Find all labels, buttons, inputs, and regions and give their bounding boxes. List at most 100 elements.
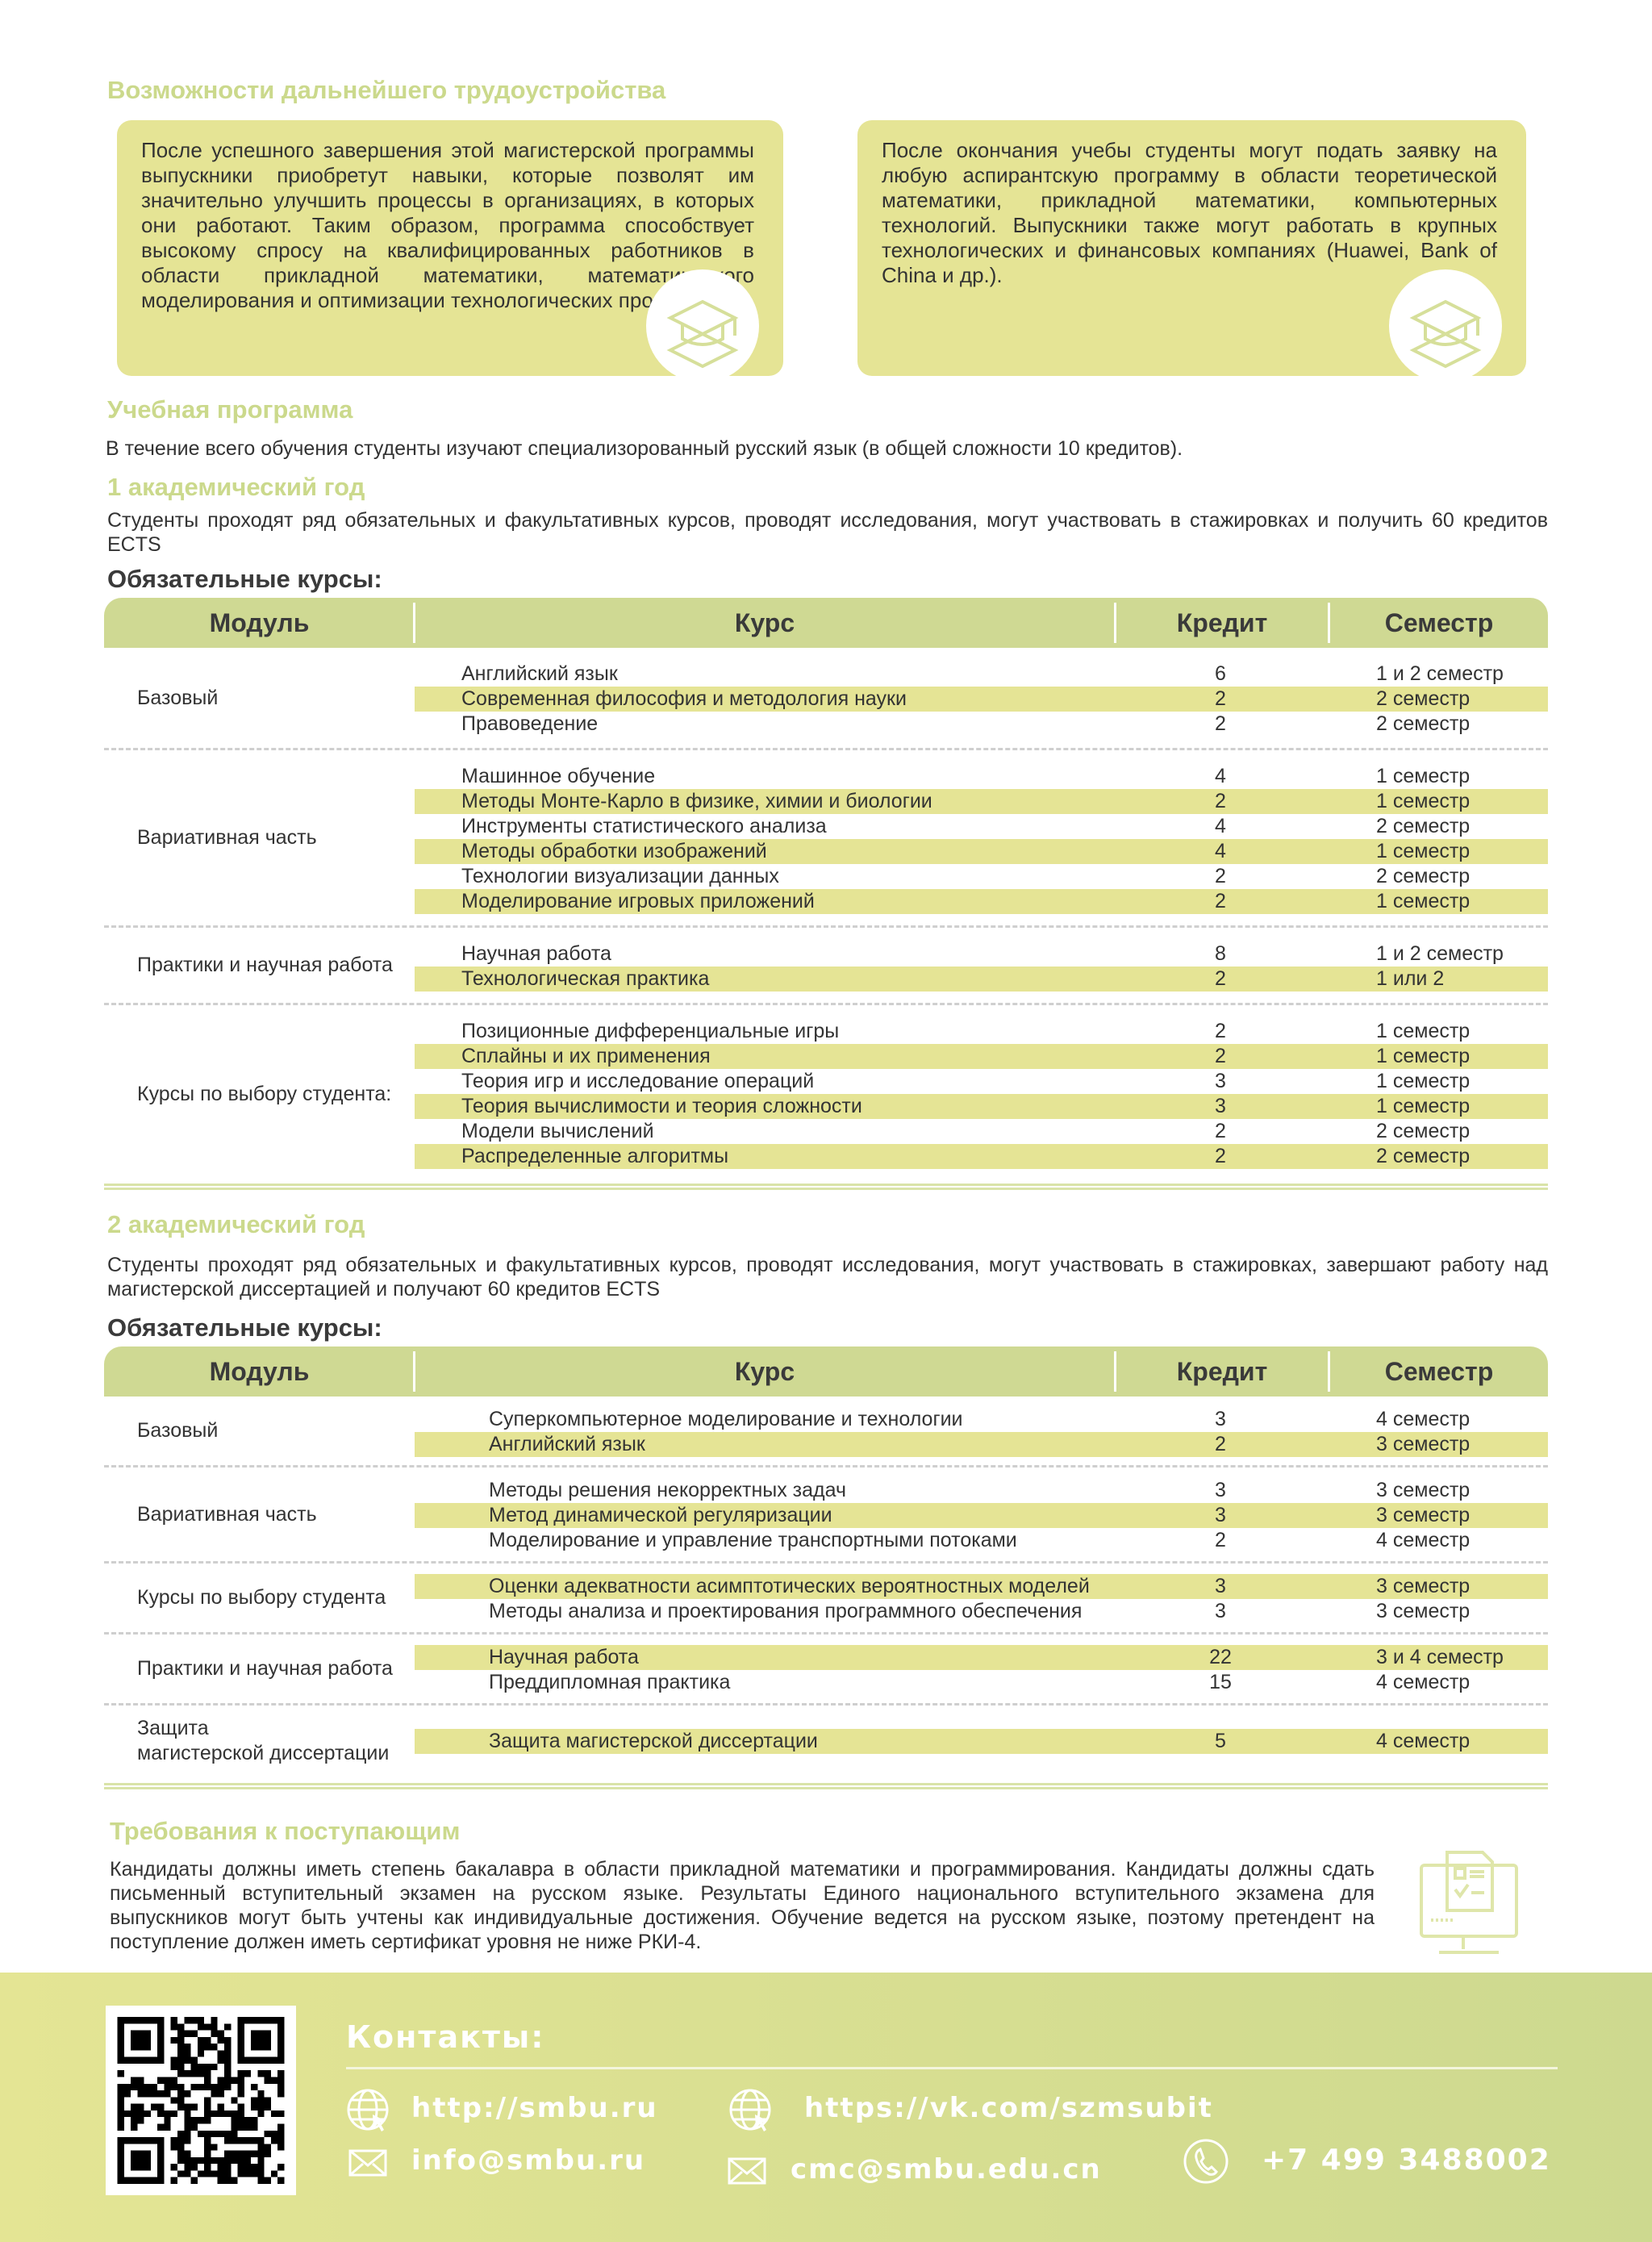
table-row: Позиционные дифференциальные игры 2 1 семе…	[415, 1019, 1548, 1044]
career-title: Возможности дальнейшего трудоустройства	[107, 76, 666, 104]
credit-cell: 2	[1215, 865, 1226, 887]
table-row: Теория вычислимости и теория сложности 3 1…	[415, 1094, 1548, 1119]
table-row: Оценки адекватности асимптотических веро…	[415, 1574, 1548, 1599]
semester-cell: 2 семестр	[1376, 1145, 1471, 1167]
semester-cell: 2 семестр	[1376, 687, 1471, 710]
credit-cell: 2	[1215, 1045, 1226, 1067]
header-course: Курс	[734, 608, 795, 637]
credit-cell: 2	[1215, 1529, 1226, 1551]
graduation-cap-icon	[1389, 269, 1502, 382]
email-link-1[interactable]: info@smbu.ru	[411, 2144, 646, 2177]
credit-cell: 3	[1215, 1479, 1226, 1501]
course-cell: Английский язык	[489, 1433, 645, 1455]
table-row: Инструменты статистического анализа 4 2 се…	[415, 814, 1548, 839]
table-row: Научная работа 22 3 и 4 семестр	[415, 1645, 1548, 1670]
globe-icon	[345, 2087, 390, 2140]
semester-cell: 3 семестр	[1376, 1575, 1471, 1597]
credit-cell: 4	[1215, 815, 1226, 837]
table-row: Английский язык 2 3 семестр	[415, 1432, 1548, 1457]
curriculum-intro: В течение всего обучения студенты изучаю…	[106, 437, 1183, 460]
table-row: Модели вычислений 2 2 семестр	[415, 1119, 1548, 1144]
table-row: Моделирование игровых приложений 2 1 семес…	[415, 889, 1548, 914]
phone-icon	[1183, 2138, 1229, 2189]
table-row: Сплайны и их применения 2 1 семестр	[415, 1044, 1548, 1069]
course-cell: Методы анализа и проектирования программ…	[489, 1600, 1083, 1622]
year1-subtitle: Обязательные курсы:	[107, 565, 382, 593]
semester-cell: 3 семестр	[1376, 1504, 1471, 1526]
year2-table-body: Базовый Суперкомпьютерное моделирование и…	[104, 1397, 1548, 1776]
module-group: Базовый Английский язык 6 1 и 2 семестр Совр…	[104, 648, 1548, 750]
phone-number[interactable]: +7 499 3488002	[1262, 2144, 1551, 2177]
header-module: Модуль	[209, 608, 310, 637]
course-cell: Модели вычислений	[461, 1120, 654, 1142]
divider	[346, 2067, 1558, 2069]
table-row: Распределенные алгоритмы 2 2 семестр	[415, 1144, 1548, 1169]
requirements-title: Требования к поступающим	[110, 1817, 461, 1845]
course-cell: Научная работа	[489, 1646, 639, 1668]
semester-cell: 1 семестр	[1376, 1020, 1471, 1042]
course-cell: Технологическая практика	[461, 967, 710, 990]
semester-cell: 4 семестр	[1376, 1729, 1471, 1752]
module-group: Курсы по выбору студента Оценки адекватно…	[104, 1564, 1548, 1635]
mail-icon	[348, 2149, 387, 2181]
mail-icon	[728, 2157, 766, 2189]
table-row: Технологии визуализации данных 2 2 семестр	[415, 864, 1548, 889]
semester-cell: 1 семестр	[1376, 790, 1471, 812]
year2-table-header: Модуль Курс Кредит Семестр	[104, 1346, 1548, 1397]
career-box-2: После окончания учебы студенты могут под…	[857, 120, 1526, 382]
career-text-2: После окончания учебы студенты могут под…	[882, 138, 1497, 287]
header-module: Модуль	[209, 1357, 310, 1386]
semester-cell: 2 семестр	[1376, 712, 1471, 735]
header-course: Курс	[734, 1357, 795, 1386]
year1-table-header: Модуль Курс Кредит Семестр	[104, 598, 1548, 648]
module-name: Практики и научная работа	[137, 954, 393, 976]
divider	[1114, 603, 1116, 643]
semester-cell: 1 и 2 семестр	[1376, 662, 1504, 685]
table-row: Правоведение 2 2 семестр	[415, 712, 1548, 737]
semester-cell: 1 семестр	[1376, 890, 1471, 912]
semester-cell: 3 семестр	[1376, 1600, 1471, 1622]
contacts-footer: Контакты: http://smbu.ru https://vk.com/…	[0, 1973, 1652, 2242]
table-row: Теория игр и исследование операций 3 1 сем…	[415, 1069, 1548, 1094]
semester-cell: 2 семестр	[1376, 1120, 1471, 1142]
credit-cell: 22	[1209, 1646, 1232, 1668]
table-row: Методы Монте-Карло в физике, химии и био…	[415, 789, 1548, 814]
semester-cell: 1 семестр	[1376, 840, 1471, 862]
credit-cell: 8	[1215, 942, 1226, 965]
semester-cell: 3 семестр	[1376, 1479, 1471, 1501]
credit-cell: 3	[1215, 1095, 1226, 1117]
credit-cell: 2	[1215, 1433, 1226, 1455]
semester-cell: 1 семестр	[1376, 1070, 1471, 1092]
contacts-title: Контакты:	[346, 2019, 545, 2055]
divider	[104, 1184, 1548, 1190]
course-cell: Преддипломная практика	[489, 1671, 731, 1693]
semester-cell: 2 семестр	[1376, 815, 1471, 837]
divider	[104, 1783, 1548, 1789]
semester-cell: 1 семестр	[1376, 1095, 1471, 1117]
divider	[1328, 1351, 1330, 1392]
course-cell: Метод динамической регуляризации	[489, 1504, 832, 1526]
course-cell: Моделирование и управление транспортными…	[489, 1529, 1017, 1551]
vk-link[interactable]: https://vk.com/szmsubit	[804, 2092, 1213, 2124]
course-cell: Суперкомпьютерное моделирование и технол…	[489, 1408, 963, 1430]
course-cell: Позиционные дифференциальные игры	[461, 1020, 840, 1042]
email-link-2[interactable]: cmc@smbu.edu.cn	[791, 2153, 1102, 2186]
course-cell: Английский язык	[461, 662, 618, 685]
table-row: Моделирование и управление транспортными…	[415, 1528, 1548, 1553]
course-cell: Теория вычислимости и теория сложности	[461, 1095, 862, 1117]
semester-cell: 1 семестр	[1376, 1045, 1471, 1067]
module-name: Курсы по выбору студента:	[137, 1082, 392, 1105]
credit-cell: 6	[1215, 662, 1226, 685]
website-link[interactable]: http://smbu.ru	[411, 2092, 658, 2124]
course-cell: Моделирование игровых приложений	[461, 890, 815, 912]
header-semester: Семестр	[1384, 608, 1494, 637]
credit-cell: 5	[1215, 1729, 1226, 1752]
semester-cell: 1 и 2 семестр	[1376, 942, 1504, 965]
table-row: Английский язык 6 1 и 2 семестр	[415, 662, 1548, 687]
credit-cell: 2	[1215, 712, 1226, 735]
credit-cell: 2	[1215, 967, 1226, 990]
table-row: Методы решения некорректных задач 3 3 семе…	[415, 1478, 1548, 1503]
globe-icon	[728, 2087, 773, 2140]
course-cell: Научная работа	[461, 942, 611, 965]
credit-cell: 2	[1215, 1120, 1226, 1142]
